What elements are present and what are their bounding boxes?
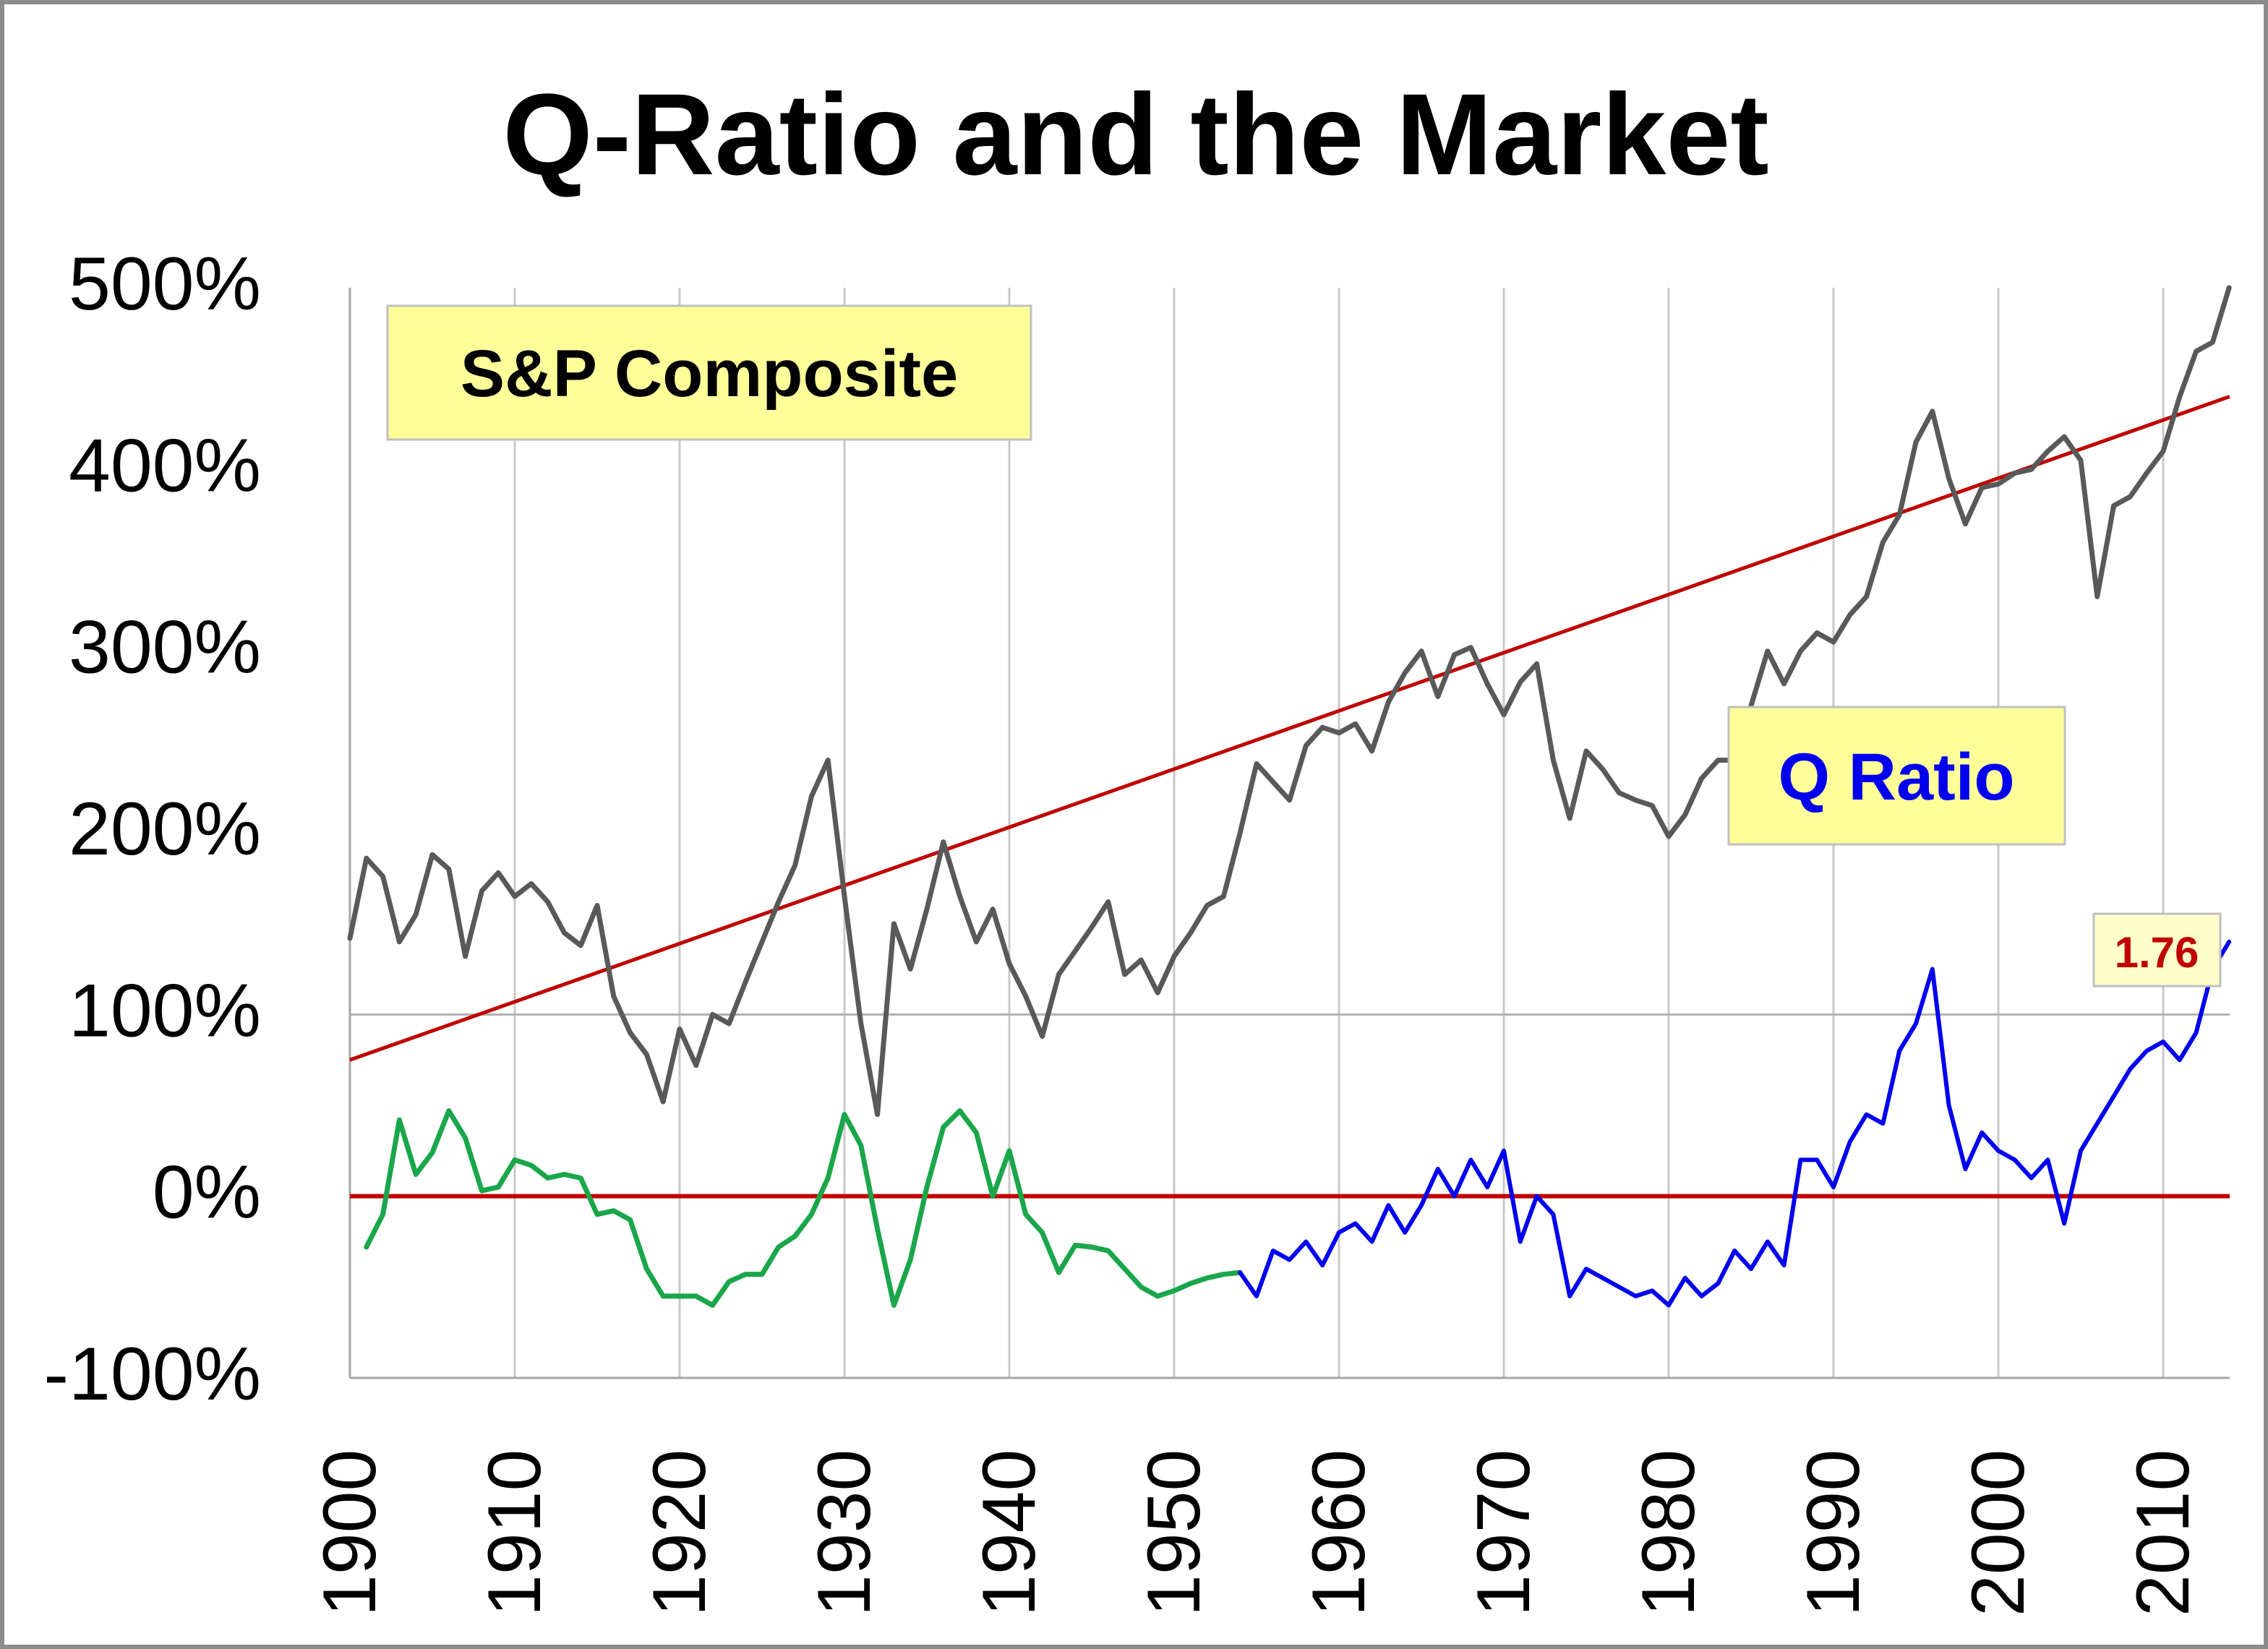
x-tick-label: 1960 <box>1297 1449 1381 1616</box>
latest-value-box <box>2092 912 2222 988</box>
x-tick-labels: 1900 1910 1920 1930 1940 1950 1960 1970 1980 1990… <box>308 1449 2205 1616</box>
x-tick-label: 1910 <box>473 1449 557 1616</box>
latest-q-value: 1.76 <box>2115 928 2199 977</box>
x-tick-label: 2000 <box>1956 1449 2040 1616</box>
q-ratio-early-line <box>364 1108 1243 1308</box>
x-tick-label: 1950 <box>1132 1449 1216 1616</box>
x-tick-label: 1920 <box>638 1449 722 1616</box>
x-tick-label: 1970 <box>1462 1449 1546 1616</box>
q-ratio-label: Q Ratio <box>1778 740 2014 814</box>
y-tick-label: 400% <box>69 424 261 507</box>
y-tick-label: 100% <box>69 969 261 1053</box>
y-tick-label: 300% <box>69 606 261 690</box>
x-tick-label: 1990 <box>1792 1449 1875 1616</box>
series-labels: S&P Composite Q Ratio 1.76 <box>386 304 2222 988</box>
y-tick-labels: 500% 400% 300% 200% 100% 0% -100% <box>43 242 261 1416</box>
q-ratio-chart: Q-Ratio and the Market 500% 400% 300% 200% 1… <box>43 69 2232 1616</box>
trend-line <box>349 395 2230 1062</box>
x-tick-label: 2010 <box>2121 1449 2205 1616</box>
x-tick-label: 1980 <box>1627 1449 1711 1616</box>
q-ratio-label-box <box>1727 706 2066 846</box>
sp-composite-line <box>347 285 2232 1118</box>
x-tick-label: 1900 <box>308 1449 392 1616</box>
x-tick-label: 1940 <box>967 1449 1051 1616</box>
series-lines <box>347 285 2232 1308</box>
y-tick-label: -100% <box>43 1332 261 1416</box>
sp-label-box <box>386 304 1032 441</box>
y-tick-label: 200% <box>69 787 261 871</box>
sp-composite-label: S&P Composite <box>461 337 958 411</box>
chart-title: Q-Ratio and the Market <box>502 69 1768 199</box>
q-ratio-line <box>1238 939 2232 1308</box>
y-tick-label: 500% <box>69 242 261 326</box>
x-tick-label: 1930 <box>803 1449 886 1616</box>
y-tick-label: 0% <box>153 1151 261 1235</box>
